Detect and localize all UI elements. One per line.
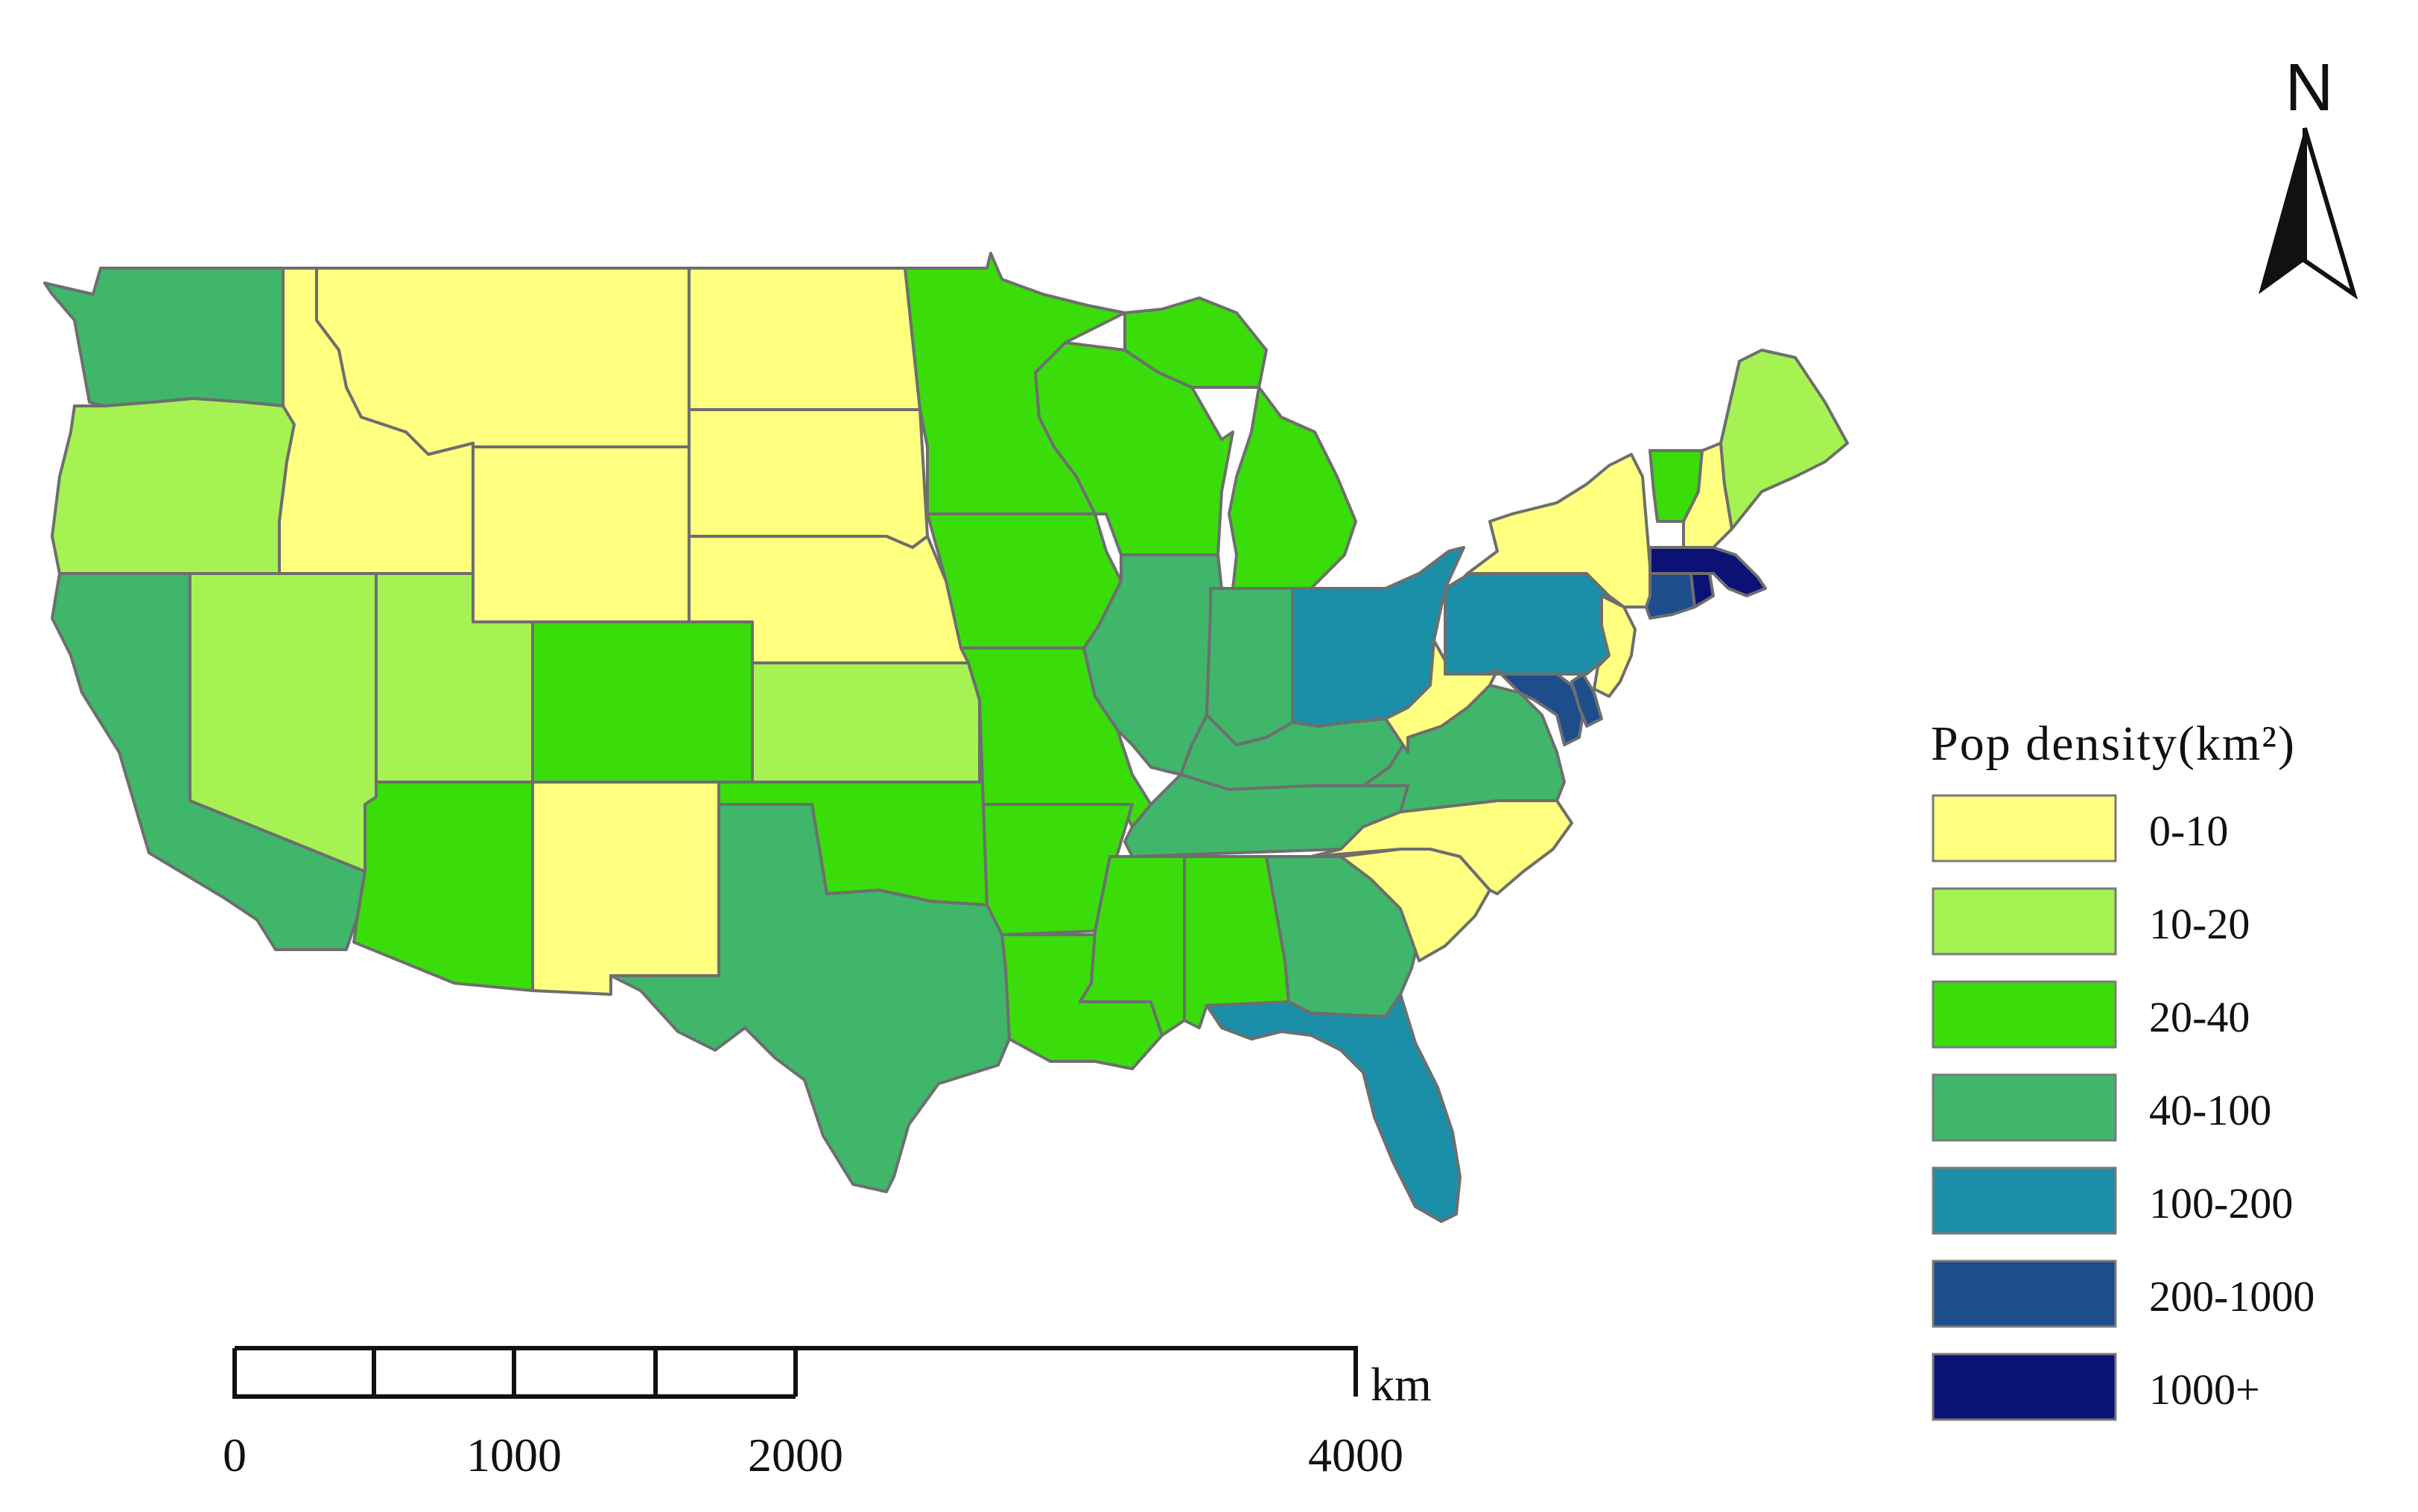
state-FL	[1205, 993, 1462, 1223]
state-RI	[1689, 572, 1715, 609]
state-WY	[472, 445, 691, 623]
scale-bar: 0 1000 2000 4000 km	[223, 1346, 1432, 1481]
north-letter: N	[2285, 51, 2334, 125]
state-ME	[1719, 349, 1849, 530]
state-MD	[1451, 669, 1584, 746]
legend-swatch-20-40	[1932, 980, 2117, 1049]
legend-label-100-200: 100-200	[2149, 1179, 2293, 1227]
legend-label-20-40: 20-40	[2149, 993, 2250, 1041]
scale-label-4000: 4000	[1308, 1429, 1403, 1481]
legend-title: Pop density(km²)	[1931, 717, 2296, 771]
legend-label-1000-plus: 1000+	[2149, 1365, 2260, 1414]
legend-label-40-100: 40-100	[2149, 1086, 2271, 1134]
state-KS	[751, 661, 981, 784]
legend-swatch-200-1000	[1932, 1260, 2117, 1328]
legend-swatch-100-200	[1932, 1166, 2117, 1235]
state-NM	[531, 781, 720, 996]
state-TX	[609, 803, 1011, 1193]
scale-unit: km	[1371, 1358, 1432, 1411]
state-NY	[1466, 453, 1651, 609]
legend-swatch-1000-plus	[1932, 1353, 2117, 1421]
scale-bar-alternating	[232, 1346, 798, 1399]
state-CT	[1645, 572, 1696, 620]
legend-label-0-10: 0-10	[2149, 807, 2228, 855]
state-SD	[688, 408, 929, 549]
state-ND	[688, 267, 921, 411]
states-layer	[43, 252, 1849, 1223]
legend-label-200-1000: 200-1000	[2149, 1272, 2314, 1321]
state-OR	[51, 397, 296, 575]
north-arrow-light-half	[2303, 127, 2358, 300]
north-arrow-dark-half	[2259, 128, 2305, 294]
scale-label-0: 0	[223, 1429, 247, 1481]
legend-label-10-20: 10-20	[2149, 900, 2250, 948]
north-arrow-icon: N	[2259, 51, 2358, 300]
scale-label-2000: 2000	[748, 1429, 843, 1481]
legend-swatch-10-20	[1932, 887, 2117, 956]
state-NJ	[1593, 594, 1637, 698]
state-DE	[1570, 673, 1603, 728]
state-NC	[1310, 799, 1573, 895]
legend-swatch-40-100	[1932, 1073, 2117, 1142]
state-AZ	[352, 781, 534, 992]
state-PA	[1444, 572, 1611, 676]
scale-segment-long	[793, 1346, 1358, 1397]
state-IA	[926, 512, 1123, 649]
scale-label-1000: 1000	[466, 1429, 562, 1481]
legend: Pop density(km²) 0-10 10-20 20-40 40-100…	[1931, 717, 2314, 1421]
state-CO	[531, 620, 754, 784]
state-WA	[43, 267, 285, 407]
legend-swatch-0-10	[1932, 794, 2117, 863]
